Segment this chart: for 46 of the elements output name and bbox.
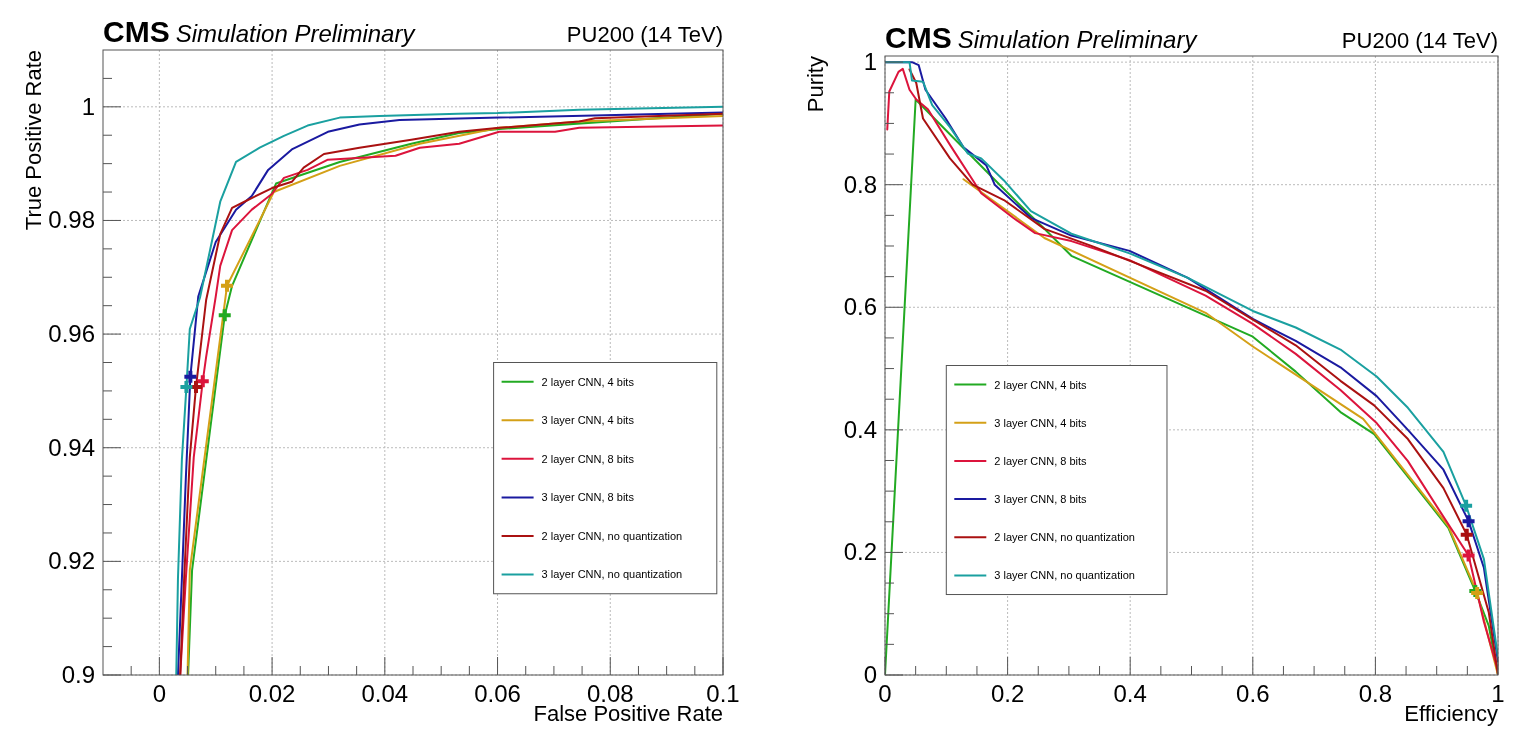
y-tick-label: 0.6	[843, 293, 877, 321]
legend-label: 2 layer CNN, 8 bits	[994, 454, 1088, 467]
y-tick-label: 0.2	[843, 538, 877, 566]
text: PU200 (14 TeV)	[566, 22, 723, 47]
y-tick-label: 1	[863, 48, 877, 76]
x-tick-label: 0.2	[990, 680, 1025, 707]
legend-label: 2 layer CNN, 8 bits	[541, 452, 635, 465]
legend-label: 3 layer CNN, 4 bits	[994, 416, 1088, 429]
point	[180, 380, 193, 393]
y-tick-label: 0.94	[48, 433, 95, 461]
x-tick-label: 0.06	[474, 680, 521, 707]
y-tick-label: 0.4	[843, 415, 877, 443]
x-tick-label: 0.6	[1236, 680, 1270, 707]
point	[196, 375, 209, 388]
legend-label: 2 layer CNN, no quantization	[994, 531, 1135, 544]
point	[184, 370, 197, 383]
y-axis-title: True Positive Rate	[21, 50, 46, 231]
x-tick-label: 0.8	[1358, 680, 1393, 707]
legend-label: 3 layer CNN, no quantization	[541, 568, 683, 581]
legend-label: 3 layer CNN, 8 bits	[541, 491, 635, 504]
y-tick-label: 0	[863, 661, 877, 688]
x-tick-label: 0.4	[1113, 680, 1147, 707]
legend-label: 2 layer CNN, 4 bits	[541, 375, 635, 388]
point	[218, 309, 231, 322]
legend-label: 3 layer CNN, no quantization	[994, 569, 1135, 582]
legend-label: 2 layer CNN, no quantization	[541, 529, 683, 542]
point	[221, 279, 233, 292]
legend-label: 3 layer CNN, 8 bits	[994, 493, 1088, 506]
y-tick-label: 0.8	[843, 170, 877, 198]
chart-subtitle: Simulation Preliminary	[175, 20, 417, 47]
y-tick-label: 0.96	[48, 320, 95, 348]
y-axis-title: Purity	[803, 56, 828, 113]
y-tick-label: 0.92	[48, 547, 95, 575]
y-tick-label: 0.9	[61, 661, 95, 688]
x-tick-label: 0	[152, 680, 167, 707]
x-tick-label: 0.04	[361, 680, 409, 707]
chart-title: CMS	[885, 21, 952, 54]
legend-label: 2 layer CNN, 4 bits	[994, 378, 1088, 391]
legend-label: 3 layer CNN, 4 bits	[541, 414, 635, 427]
text: PU200 (14 TeV)	[1341, 28, 1498, 53]
y-tick-label: 0.98	[48, 206, 95, 234]
chart-subtitle: Simulation Preliminary	[957, 26, 1199, 53]
x-tick-label: 0.02	[248, 680, 296, 707]
line-series	[962, 178, 1498, 675]
chart-title: CMS	[103, 15, 170, 48]
y-tick-label: 1	[81, 92, 95, 120]
